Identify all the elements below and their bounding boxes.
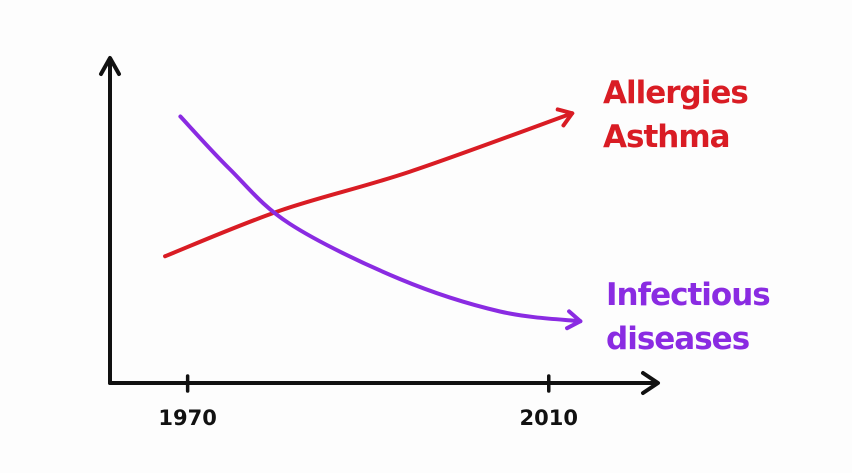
series-line-infectious-diseases	[178, 114, 583, 324]
series-line-allergies-asthma	[163, 111, 575, 259]
series-label-allergies-asthma: Allergies	[603, 75, 748, 111]
series-label-allergies-asthma: Asthma	[603, 119, 730, 155]
x-axis-arrow-icon	[641, 371, 660, 395]
x-tick-label-2010: 2010	[520, 406, 578, 430]
series-label-infectious-diseases: diseases	[606, 321, 749, 357]
arrow-icon-allergies-asthma	[555, 107, 575, 128]
y-axis-arrow-icon	[99, 56, 121, 76]
x-tick-label-1970: 1970	[158, 406, 216, 430]
series-label-infectious-diseases: Infectious	[606, 277, 770, 313]
arrow-icon-infectious-diseases	[565, 309, 583, 331]
axes	[99, 56, 660, 395]
